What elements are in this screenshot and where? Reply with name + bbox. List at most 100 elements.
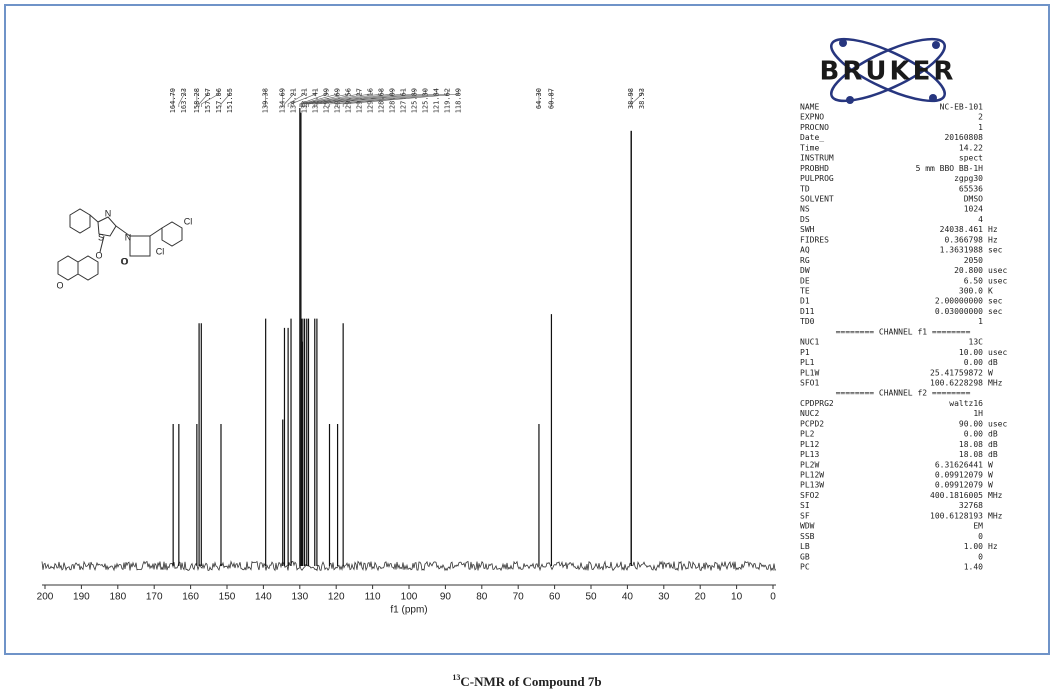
peak-label-leader <box>301 90 350 107</box>
peak-label-leader <box>198 90 209 107</box>
parameter-value: 1H <box>973 409 983 418</box>
peak-label: 158.28 <box>193 88 201 113</box>
figure-border <box>4 4 1050 655</box>
parameter-value: 18.08 <box>959 440 983 449</box>
parameter-name: PL12 <box>800 440 819 449</box>
peak-label: 129.16 <box>367 88 375 113</box>
peak-label: 163.23 <box>180 88 188 113</box>
peak-label: 119.62 <box>444 88 452 113</box>
peak-label: 128.09 <box>389 88 397 113</box>
parameter-section: ======== CHANNEL f2 ======== <box>836 389 971 398</box>
parameter-name: DE <box>800 276 810 285</box>
peak-label: 127.61 <box>400 88 408 113</box>
parameter-value: 1.40 <box>964 563 983 572</box>
parameter-unit: sec <box>988 307 1003 316</box>
parameter-name: SWH <box>800 225 815 234</box>
atom-label: Cl <box>156 246 165 256</box>
peak-label-leader <box>201 90 220 107</box>
peak-label-leader <box>329 90 438 107</box>
parameter-value: 0.366798 <box>944 235 983 244</box>
parameter-name: PULPROG <box>800 174 834 183</box>
atom-label: S <box>98 232 104 242</box>
parameter-value: 100.6228298 <box>930 379 983 388</box>
parameter-value: 1 <box>978 317 983 326</box>
x-axis-label: f1 (ppm) <box>390 605 427 616</box>
peak-label-leader <box>308 90 405 107</box>
parameter-name: SI <box>800 501 810 510</box>
parameter-name: INSTRUM <box>800 154 834 163</box>
parameter-name: SF <box>800 511 810 520</box>
parameter-unit: K <box>988 287 993 296</box>
x-tick-label: 50 <box>585 592 597 603</box>
parameter-name: Date_ <box>800 133 824 142</box>
spectrum: 164.79 163.23 158.28 157.67 157.06 151.65 139.… <box>41 88 777 572</box>
peak-label-leader <box>630 90 643 107</box>
parameter-name: PROBHD <box>800 164 829 173</box>
parameter-name: PL12W <box>800 471 824 480</box>
x-tick-label: 190 <box>73 592 90 603</box>
peak-label-leader <box>314 90 416 107</box>
parameter-value: 13C <box>969 338 984 347</box>
peak-label: 121.84 <box>433 88 441 113</box>
atom-label: O <box>95 250 102 260</box>
parameter-name: SFO1 <box>800 379 819 388</box>
x-tick-label: 80 <box>476 592 488 603</box>
parameter-unit: dB <box>988 358 998 367</box>
parameter-value: 10.00 <box>959 348 983 357</box>
parameter-value: 1024 <box>964 205 983 214</box>
parameter-name: TD0 <box>800 317 815 326</box>
parameter-value: 20.800 <box>954 266 983 275</box>
x-tick-label: 30 <box>658 592 670 603</box>
x-tick-label: 130 <box>291 592 308 603</box>
parameter-value: 5 mm BBO BB-1H <box>916 164 984 173</box>
parameter-value: zgpg30 <box>954 174 983 183</box>
parameter-value: 4 <box>978 215 983 224</box>
parameter-name: EXPNO <box>800 113 824 122</box>
parameter-value: 24038.461 <box>940 225 984 234</box>
parameter-name: NUC1 <box>800 338 819 347</box>
parameter-name: PL2W <box>800 460 819 469</box>
parameter-value: waltz16 <box>949 399 983 408</box>
x-tick-label: 60 <box>549 592 561 603</box>
peak-label: 118.09 <box>455 88 463 113</box>
parameter-name: WDW <box>800 522 815 531</box>
parameter-value: 65536 <box>959 184 983 193</box>
logo-text: BRUKER <box>820 57 957 87</box>
peak-label: 157.06 <box>215 88 223 113</box>
parameter-value: 2.00000000 <box>935 297 983 306</box>
parameter-name: NAME <box>800 103 819 112</box>
parameter-name: SFO2 <box>800 491 819 500</box>
parameter-name: CPDPRG2 <box>800 399 834 408</box>
parameter-name: SSB <box>800 532 815 541</box>
parameter-name: RG <box>800 256 810 265</box>
x-tick-label: 10 <box>731 592 743 603</box>
atom-label: O <box>120 256 127 266</box>
parameter-name: TE <box>800 287 810 296</box>
x-tick-label: 70 <box>513 592 525 603</box>
atom-label: O <box>121 256 128 266</box>
parameter-unit: W <box>988 460 993 469</box>
peak-label: 64.30 <box>535 88 543 109</box>
parameter-unit: usec <box>988 276 1007 285</box>
parameter-name: D1 <box>800 297 810 306</box>
x-tick-label: 100 <box>401 592 418 603</box>
parameter-unit: Hz <box>988 542 998 551</box>
parameter-name: FIDRES <box>800 235 829 244</box>
parameter-value: 25.41759872 <box>930 368 983 377</box>
parameter-table: NAME NC-EB-101 EXPNO 2 PROCNO 1 Date_ 20160808 T… <box>800 103 1007 572</box>
parameter-unit: W <box>988 481 993 490</box>
peak-label-leader <box>299 90 328 107</box>
peak-label-leader <box>306 90 394 107</box>
parameter-value: 2050 <box>964 256 983 265</box>
x-tick-label: 180 <box>109 592 126 603</box>
peak-label: 38.98 <box>627 88 635 109</box>
parameter-name: PL13W <box>800 481 824 490</box>
parameter-name: PCPD2 <box>800 419 824 428</box>
parameter-value: 0.09912079 <box>935 481 983 490</box>
parameter-value: 32768 <box>959 501 983 510</box>
peak-label-leader <box>287 90 306 107</box>
parameter-name: PC <box>800 563 810 572</box>
x-tick-label: 160 <box>182 592 199 603</box>
peak-label-leader <box>316 90 427 107</box>
